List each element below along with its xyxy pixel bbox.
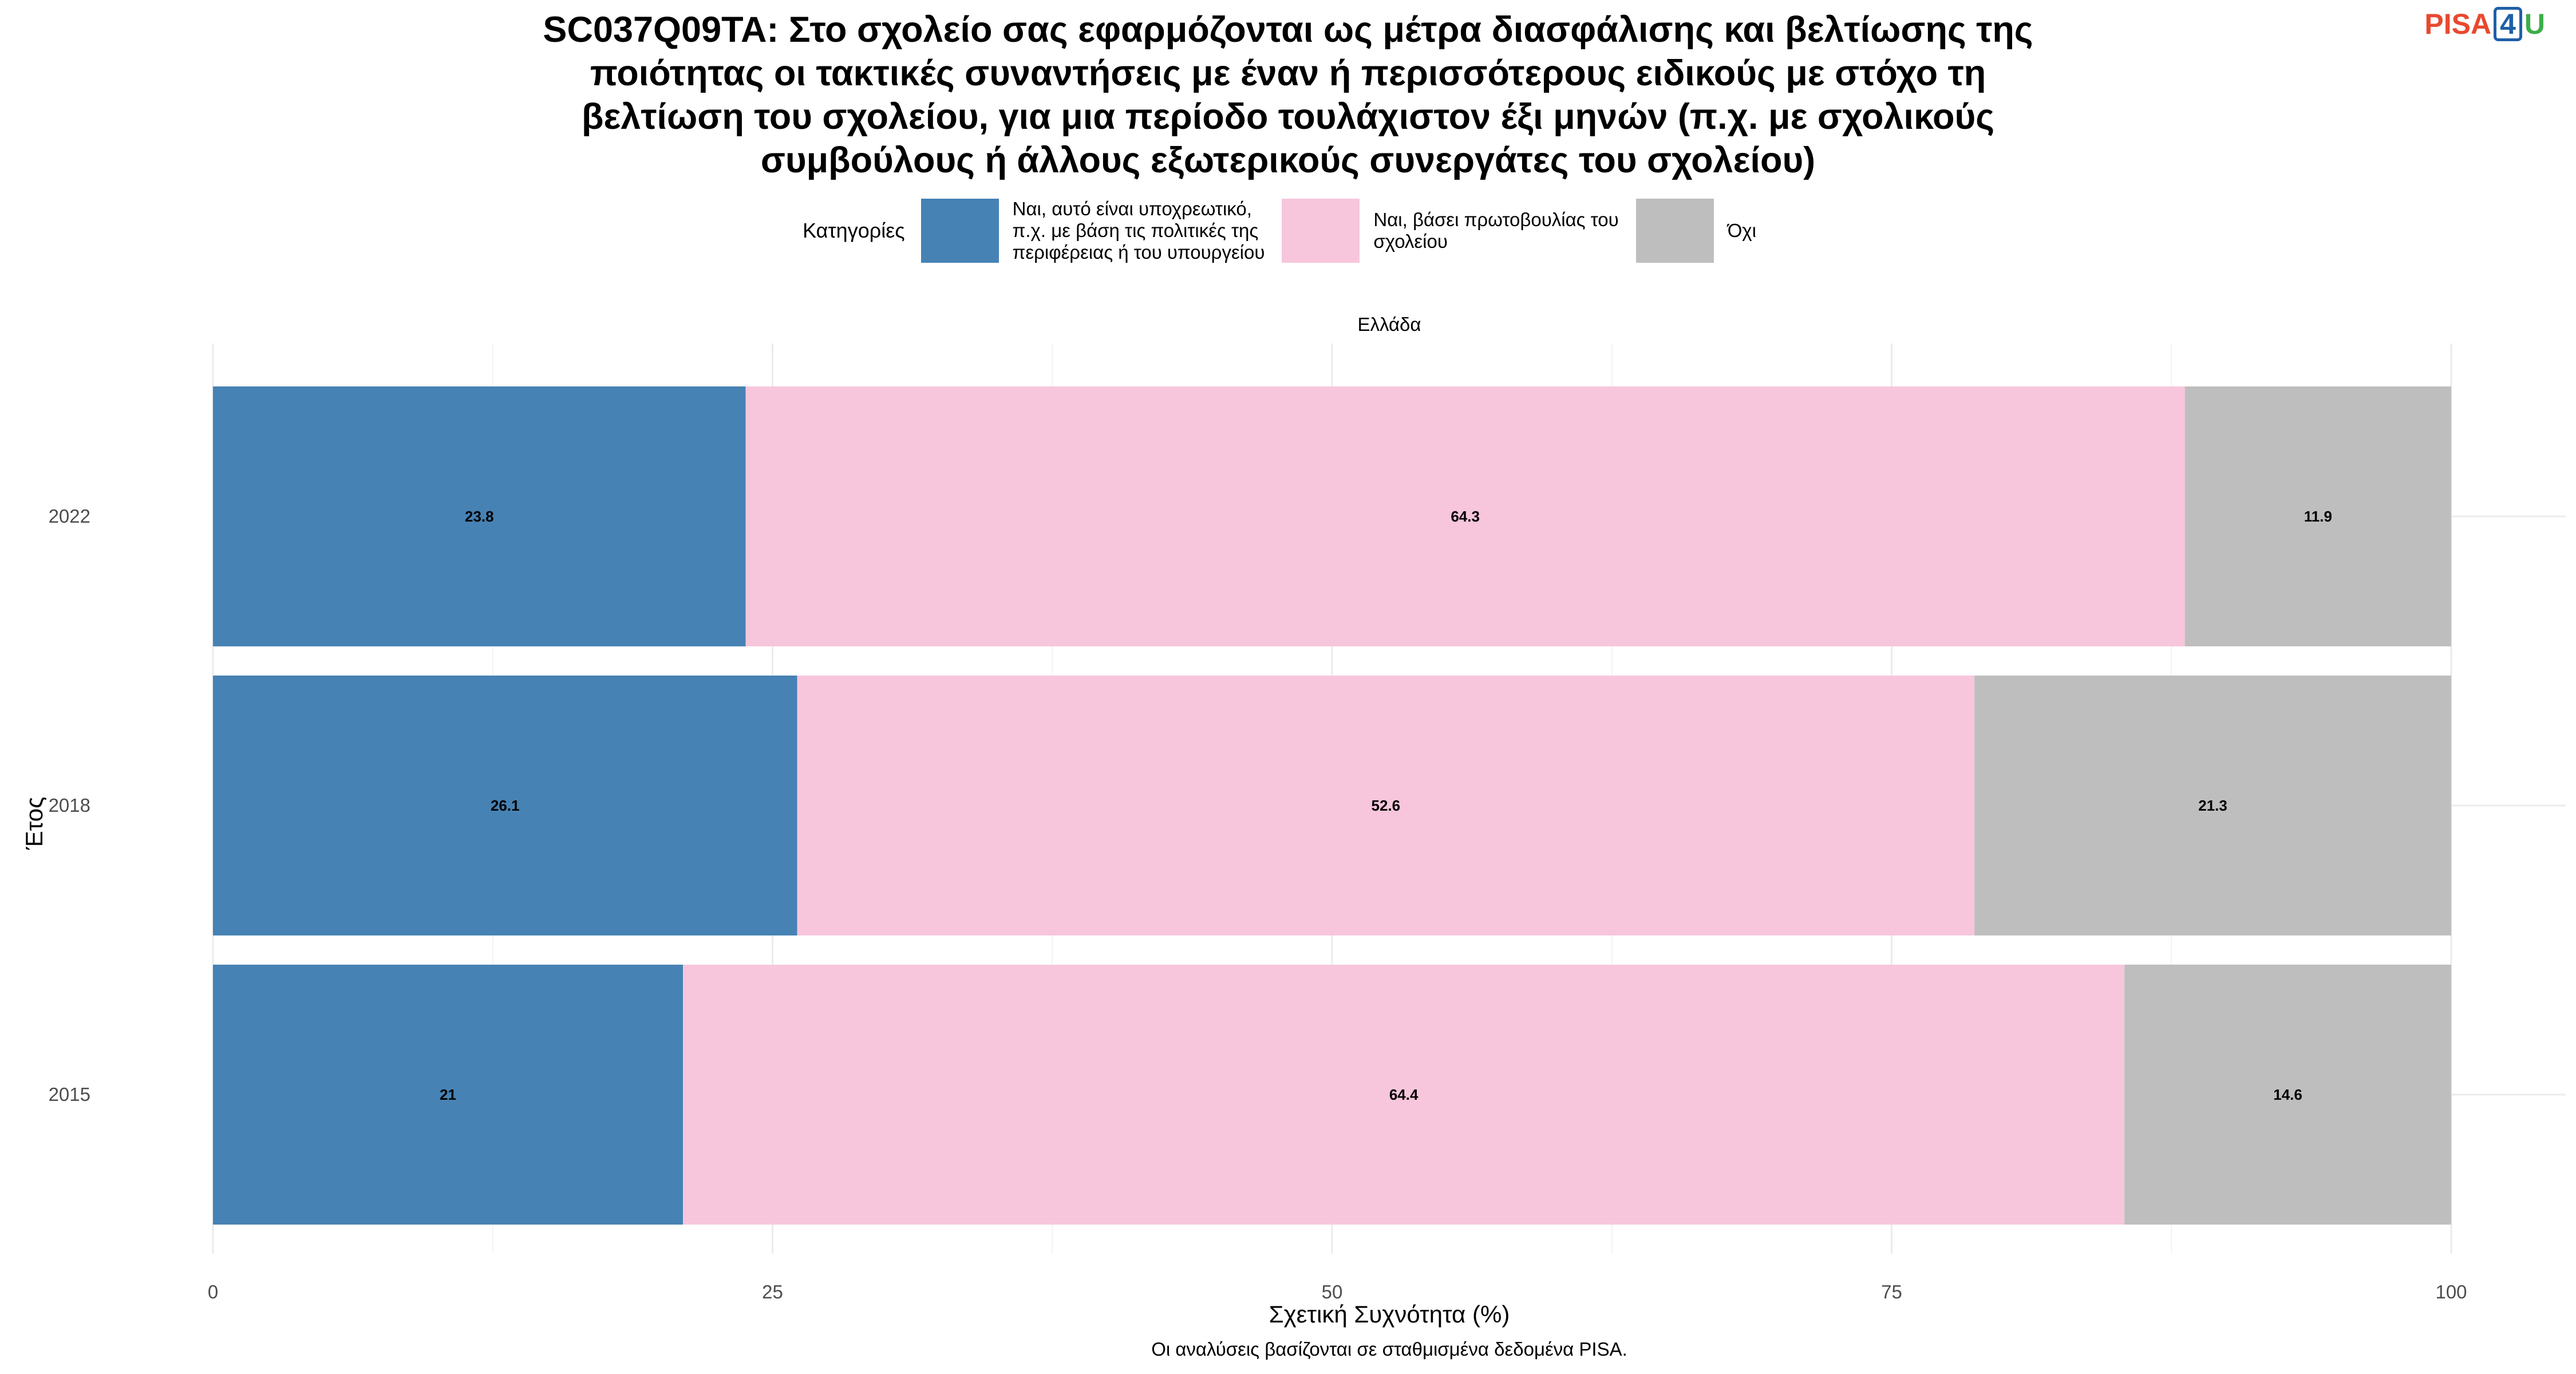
logo-text-pisa: PISA <box>2424 8 2492 40</box>
bar-segment <box>213 386 746 646</box>
bar-segment <box>1974 676 2451 935</box>
chart-title: SC037Q09TA: Στο σχολείο σας εφαρμόζονται… <box>343 8 2233 182</box>
y-tick-label: 2015 <box>49 1084 90 1105</box>
legend-label-no: Όχι <box>1728 220 1756 242</box>
y-tick-label: 2022 <box>49 506 90 527</box>
data-label: 64.3 <box>1451 508 1480 525</box>
legend-item-school-initiative: Ναι, βάσει πρωτοβουλίας του σχολείου <box>1282 199 1619 263</box>
legend-label-line: π.χ. με βάση τις πολιτικές της <box>1012 220 1259 241</box>
facet-label: Ελλάδα <box>1357 314 1421 335</box>
legend-label-line: Ναι, αυτό είναι υποχρεωτικό, <box>1012 198 1252 219</box>
legend-item-mandatory: Ναι, αυτό είναι υποχρεωτικό, π.χ. με βάσ… <box>920 198 1265 263</box>
logo-text-4: 4 <box>2494 7 2522 41</box>
bar-segment <box>745 386 2185 646</box>
legend-label-mandatory: Ναι, αυτό είναι υποχρεωτικό, π.χ. με βάσ… <box>1013 198 1265 263</box>
legend: Κατηγορίες Ναι, αυτό είναι υποχρεωτικό, … <box>0 198 2576 263</box>
legend-label-line: σχολείου <box>1373 231 1448 252</box>
pisa4u-logo: PISA 4 U <box>2424 7 2545 41</box>
y-tick-label: 2018 <box>49 795 90 816</box>
legend-item-no: Όχι <box>1635 199 1756 263</box>
bars <box>213 386 2451 1225</box>
legend-label-line: Όχι <box>1727 220 1756 241</box>
legend-swatch-school-initiative <box>1282 199 1360 263</box>
x-axis-title: Σχετική Συχνότητα (%) <box>1269 1301 1510 1328</box>
data-label: 64.4 <box>1389 1086 1419 1103</box>
data-label: 52.6 <box>1372 797 1401 814</box>
legend-swatch-mandatory <box>920 199 999 263</box>
legend-label-line: περιφέρειας ή του υπουργείου <box>1012 242 1265 263</box>
x-tick-labels: 0 25 50 75 100 <box>208 1281 2467 1302</box>
data-label: 21.3 <box>2198 797 2227 814</box>
chart-title-line: βελτίωση του σχολείου, για μια περίοδο τ… <box>582 97 1994 137</box>
bar-segment <box>2184 386 2451 646</box>
x-tick-label: 50 <box>1322 1281 1343 1302</box>
y-tick-labels: 2022 2018 2015 <box>49 506 90 1105</box>
x-tick-label: 0 <box>208 1281 218 1302</box>
data-label: 21 <box>440 1086 456 1103</box>
data-label: 11.9 <box>2304 508 2332 525</box>
y-axis-title: Έτος <box>21 796 48 850</box>
data-label: 23.8 <box>465 508 494 525</box>
chart-title-line: ποιότητας οι τακτικές συναντήσεις με ένα… <box>590 53 1986 93</box>
bar-segment <box>213 676 797 935</box>
bar-segment <box>213 965 683 1225</box>
chart-title-line: συμβούλους ή άλλους εξωτερικούς συνεργάτ… <box>760 140 1816 180</box>
x-tick-label: 100 <box>2435 1281 2467 1302</box>
logo-text-u: U <box>2524 8 2545 40</box>
caption: Οι αναλύσεις βασίζονται σε σταθμισμένα δ… <box>1151 1339 1627 1360</box>
legend-label-school-initiative: Ναι, βάσει πρωτοβουλίας του σχολείου <box>1373 209 1618 252</box>
chart-title-line: SC037Q09TA: Στο σχολείο σας εφαρμόζονται… <box>543 10 2033 50</box>
legend-title: Κατηγορίες <box>803 219 905 242</box>
bar-segment <box>797 676 1975 935</box>
legend-swatch-no <box>1635 199 1714 263</box>
x-tick-label: 75 <box>1881 1281 1902 1302</box>
legend-label-line: Ναι, βάσει πρωτοβουλίας του <box>1373 209 1619 230</box>
data-label: 14.6 <box>2273 1086 2302 1103</box>
data-labels: 23.8 64.3 11.9 26.1 52.6 21.3 21 64.4 14.6 <box>440 508 2332 1103</box>
data-label: 26.1 <box>491 797 520 814</box>
x-tick-label: 25 <box>762 1281 783 1302</box>
bar-segment <box>683 965 2125 1225</box>
bar-segment <box>2124 965 2451 1225</box>
